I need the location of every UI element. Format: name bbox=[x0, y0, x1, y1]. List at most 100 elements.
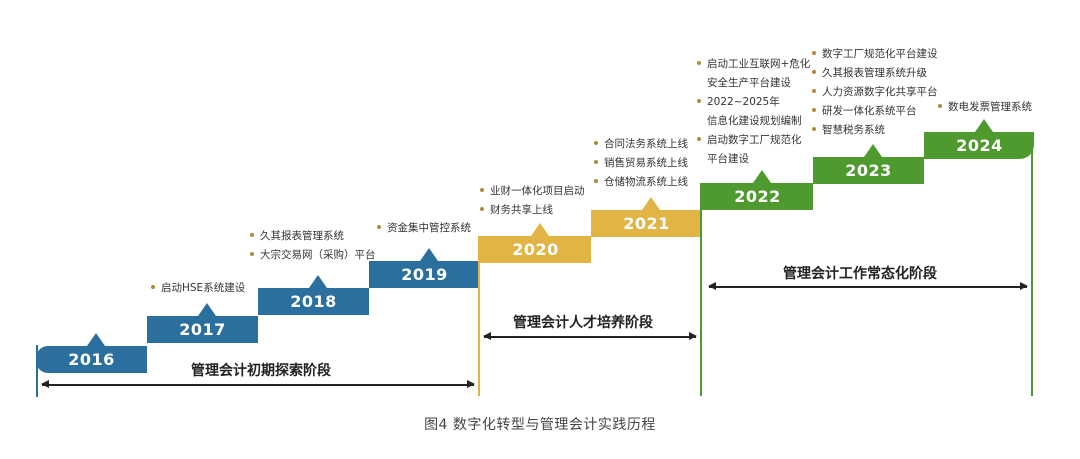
year-label: 2022 bbox=[734, 187, 781, 206]
note-text: 仓储物流系统上线 bbox=[604, 176, 688, 188]
note-text: 安全生产平台建设 bbox=[707, 77, 791, 89]
note-text: 数电发票管理系统 bbox=[948, 101, 1032, 113]
phase-label: 管理会计初期探索阶段 bbox=[191, 363, 331, 379]
year-label: 2016 bbox=[68, 350, 115, 369]
note-text: 信息化建设规划编制 bbox=[707, 115, 802, 127]
phase-span-arrow bbox=[483, 332, 697, 340]
phase-divider bbox=[478, 236, 480, 396]
note-item: 数字工厂规范化平台建设 bbox=[812, 45, 938, 64]
note-text: 业财一体化项目启动 bbox=[490, 185, 585, 197]
note-item-continuation: 平台建设 bbox=[697, 150, 810, 169]
note-item: 久其报表管理系统 bbox=[250, 227, 376, 246]
note-text: 研发一体化系统平台 bbox=[822, 105, 917, 117]
arrow-left-icon bbox=[41, 380, 49, 388]
note-text: 销售贸易系统上线 bbox=[604, 157, 688, 169]
note-text: 启动HSE系统建设 bbox=[161, 282, 246, 294]
note-item: 销售贸易系统上线 bbox=[594, 154, 688, 173]
note-text: 数字工厂规范化平台建设 bbox=[822, 48, 938, 60]
arrow-left-icon bbox=[483, 332, 491, 340]
milestone-note: 资金集中管控系统 bbox=[377, 219, 471, 238]
note-item: 财务共享上线 bbox=[480, 201, 585, 220]
note-text: 人力资源数字化共享平台 bbox=[822, 86, 938, 98]
arrow-left-icon bbox=[708, 282, 716, 290]
arrow-right-icon bbox=[689, 332, 697, 340]
year-label: 2017 bbox=[179, 320, 226, 339]
step-peak-2020 bbox=[531, 223, 549, 236]
step-peak-2024 bbox=[975, 119, 993, 132]
note-text: 合同法务系统上线 bbox=[604, 138, 688, 150]
note-item: 人力资源数字化共享平台 bbox=[812, 83, 938, 102]
phase-divider bbox=[36, 345, 38, 397]
bullet-dot-icon bbox=[250, 252, 254, 256]
step-peak-2018 bbox=[309, 275, 327, 288]
bullet-dot-icon bbox=[812, 51, 816, 55]
step-peak-2021 bbox=[642, 197, 660, 210]
note-item: 数电发票管理系统 bbox=[938, 98, 1032, 117]
bullet-dot-icon bbox=[480, 188, 484, 192]
figure-caption: 图4 数字化转型与管理会计实践历程 bbox=[424, 417, 656, 433]
arrow-right-icon bbox=[1020, 282, 1028, 290]
note-text: 启动数字工厂规范化 bbox=[707, 134, 802, 146]
note-item: 合同法务系统上线 bbox=[594, 135, 688, 154]
note-item: 资金集中管控系统 bbox=[377, 219, 471, 238]
arrow-right-icon bbox=[467, 380, 475, 388]
note-item: 2022~2025年 bbox=[697, 93, 810, 112]
note-text: 资金集中管控系统 bbox=[387, 222, 471, 234]
bullet-dot-icon bbox=[812, 108, 816, 112]
step-2019 bbox=[369, 261, 480, 288]
note-item: 启动HSE系统建设 bbox=[151, 279, 245, 298]
note-text: 启动工业互联网+危化 bbox=[707, 58, 811, 70]
note-item: 启动工业互联网+危化 bbox=[697, 55, 810, 74]
note-item: 大宗交易网（采购）平台 bbox=[250, 246, 376, 265]
year-label: 2020 bbox=[512, 240, 559, 259]
bullet-dot-icon bbox=[377, 225, 381, 229]
bullet-dot-icon bbox=[697, 99, 701, 103]
step-2021 bbox=[591, 210, 702, 237]
note-text: 久其报表管理系统 bbox=[260, 230, 344, 242]
bullet-dot-icon bbox=[697, 61, 701, 65]
step-2024 bbox=[924, 132, 1034, 159]
year-label: 2023 bbox=[845, 161, 892, 180]
step-2022 bbox=[702, 183, 813, 210]
bullet-dot-icon bbox=[812, 89, 816, 93]
milestone-note: 数电发票管理系统 bbox=[938, 98, 1032, 117]
note-text: 2022~2025年 bbox=[707, 96, 780, 108]
step-peak-2019 bbox=[420, 248, 438, 261]
milestone-note: 久其报表管理系统大宗交易网（采购）平台 bbox=[250, 227, 376, 265]
year-label: 2021 bbox=[623, 214, 670, 233]
phase-label: 管理会计工作常态化阶段 bbox=[783, 266, 937, 282]
step-2017 bbox=[147, 316, 258, 343]
step-peak-2016 bbox=[87, 333, 105, 346]
bullet-dot-icon bbox=[594, 179, 598, 183]
note-item: 业财一体化项目启动 bbox=[480, 182, 585, 201]
note-item-continuation: 安全生产平台建设 bbox=[697, 74, 810, 93]
year-label: 2018 bbox=[290, 292, 337, 311]
step-peak-2017 bbox=[198, 303, 216, 316]
note-item: 久其报表管理系统升级 bbox=[812, 64, 938, 83]
note-item: 仓储物流系统上线 bbox=[594, 173, 688, 192]
note-text: 大宗交易网（采购）平台 bbox=[260, 249, 376, 261]
step-2020 bbox=[480, 236, 591, 263]
note-item: 智慧税务系统 bbox=[812, 121, 938, 140]
note-text: 久其报表管理系统升级 bbox=[822, 67, 927, 79]
step-2018 bbox=[258, 288, 369, 315]
bullet-dot-icon bbox=[697, 137, 701, 141]
note-item: 研发一体化系统平台 bbox=[812, 102, 938, 121]
bullet-dot-icon bbox=[812, 127, 816, 131]
bullet-dot-icon bbox=[594, 160, 598, 164]
bullet-dot-icon bbox=[480, 207, 484, 211]
note-text: 财务共享上线 bbox=[490, 204, 553, 216]
milestone-note: 数字工厂规范化平台建设 久其报表管理系统升级 人力资源数字化共享平台 研发一体化系统平… bbox=[812, 45, 938, 140]
bullet-dot-icon bbox=[938, 104, 942, 108]
phase-divider bbox=[700, 183, 702, 396]
step-peak-2023 bbox=[864, 144, 882, 157]
year-label: 2024 bbox=[956, 136, 1003, 155]
bullet-dot-icon bbox=[594, 141, 598, 145]
milestone-note: 启动HSE系统建设 bbox=[151, 279, 245, 298]
step-peak-2022 bbox=[753, 170, 771, 183]
year-label: 2019 bbox=[401, 265, 448, 284]
phase-divider bbox=[1031, 133, 1033, 396]
phase-label: 管理会计人才培养阶段 bbox=[513, 315, 653, 331]
bullet-dot-icon bbox=[250, 233, 254, 237]
